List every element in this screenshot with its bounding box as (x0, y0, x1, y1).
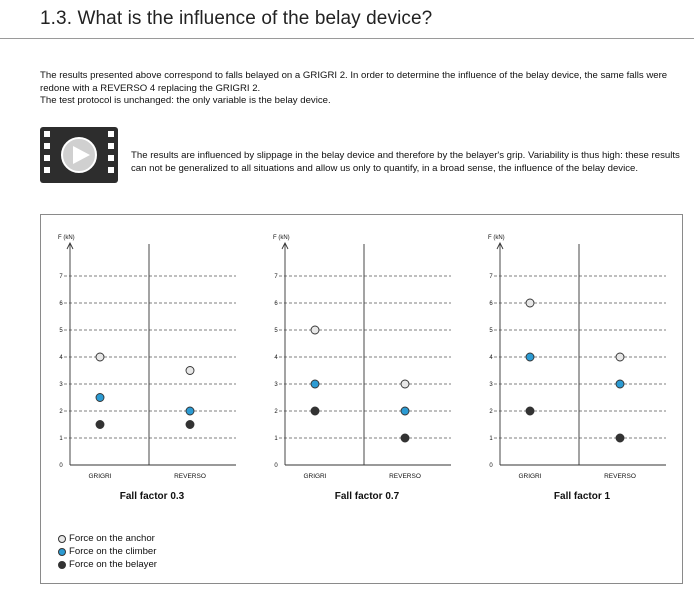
data-point-anchor (185, 366, 195, 375)
y-tick-label: 7 (274, 274, 278, 280)
chart-title: Fall factor 1 (554, 491, 611, 502)
y-tick-label: 7 (489, 274, 493, 280)
y-tick-label: 4 (59, 355, 63, 361)
legend-label-anchor: Force on the anchor (69, 533, 155, 544)
y-tick-label: 2 (274, 409, 278, 415)
legend-item-anchor: Force on the anchor (58, 532, 157, 545)
y-tick-label: 5 (59, 328, 63, 334)
legend-marker-climber (58, 547, 66, 556)
legend: Force on the anchor Force on the climber… (58, 532, 157, 571)
y-tick-label: 6 (59, 301, 63, 307)
legend-label-belayer: Force on the belayer (69, 559, 157, 570)
y-tick-label: 6 (274, 301, 278, 307)
y-tick-label: 1 (274, 436, 278, 442)
data-point-belayer (310, 406, 320, 416)
chart-title: Fall factor 0.7 (335, 491, 400, 502)
legend-marker-anchor (58, 534, 66, 543)
data-point-climber (185, 406, 195, 416)
data-point-anchor (400, 379, 410, 389)
x-tick-label: GRIGRI (518, 473, 541, 480)
x-tick-label: GRIGRI (303, 473, 326, 480)
legend-label-climber: Force on the climber (69, 546, 157, 557)
y-tick-label: 0 (489, 463, 493, 469)
y-tick-label: 1 (489, 436, 493, 442)
page-title: 1.3. What is the influence of the belay … (40, 8, 433, 29)
y-axis-arrow (66, 241, 74, 250)
data-point-belayer (185, 420, 195, 429)
y-tick-label: 4 (274, 355, 278, 361)
data-point-belayer (525, 406, 535, 416)
y-tick-label: 5 (489, 328, 493, 334)
title-divider (0, 38, 694, 39)
data-point-climber (310, 379, 320, 389)
y-tick-label: 6 (489, 301, 493, 307)
data-point-anchor (525, 298, 535, 308)
y-tick-label: 3 (489, 382, 493, 388)
video-play-icon[interactable] (40, 127, 118, 183)
intro-text: The results presented above correspond t… (40, 70, 680, 108)
x-tick-label: REVERSO (389, 473, 421, 480)
y-axis-arrow (496, 241, 504, 250)
legend-item-climber: Force on the climber (58, 545, 157, 558)
y-tick-label: 3 (59, 382, 63, 388)
data-point-belayer (400, 433, 410, 443)
intro-paragraph-1: The results presented above correspond t… (40, 70, 668, 94)
chart-panel (40, 214, 683, 584)
y-axis-label: F (kN) (273, 235, 290, 241)
x-tick-label: GRIGRI (88, 473, 111, 480)
intro-paragraph-2: The test protocol is unchanged: the only… (40, 95, 331, 106)
y-tick-label: 1 (59, 436, 63, 442)
y-tick-label: 4 (489, 355, 493, 361)
note-text: The results are influenced by slippage i… (131, 150, 680, 174)
x-tick-label: REVERSO (174, 473, 206, 480)
y-tick-label: 3 (274, 382, 278, 388)
data-point-anchor (310, 325, 320, 335)
data-point-belayer (615, 433, 625, 443)
data-point-climber (400, 406, 410, 416)
data-point-anchor (95, 352, 105, 362)
data-point-belayer (95, 420, 105, 429)
y-axis-label: F (kN) (58, 235, 75, 241)
legend-item-belayer: Force on the belayer (58, 558, 157, 571)
chart-title: Fall factor 0.3 (120, 491, 185, 502)
x-tick-label: REVERSO (604, 473, 636, 480)
y-tick-label: 7 (59, 274, 63, 280)
y-axis-arrow (281, 241, 289, 250)
data-point-climber (525, 352, 535, 362)
y-tick-label: 5 (274, 328, 278, 334)
legend-marker-belayer (58, 560, 66, 569)
data-point-climber (95, 393, 105, 402)
y-tick-label: 2 (59, 409, 63, 415)
y-tick-label: 0 (59, 463, 63, 469)
y-axis-label: F (kN) (488, 235, 505, 241)
y-tick-label: 0 (274, 463, 278, 469)
data-point-climber (615, 379, 625, 389)
data-point-anchor (615, 352, 625, 362)
y-tick-label: 2 (489, 409, 493, 415)
